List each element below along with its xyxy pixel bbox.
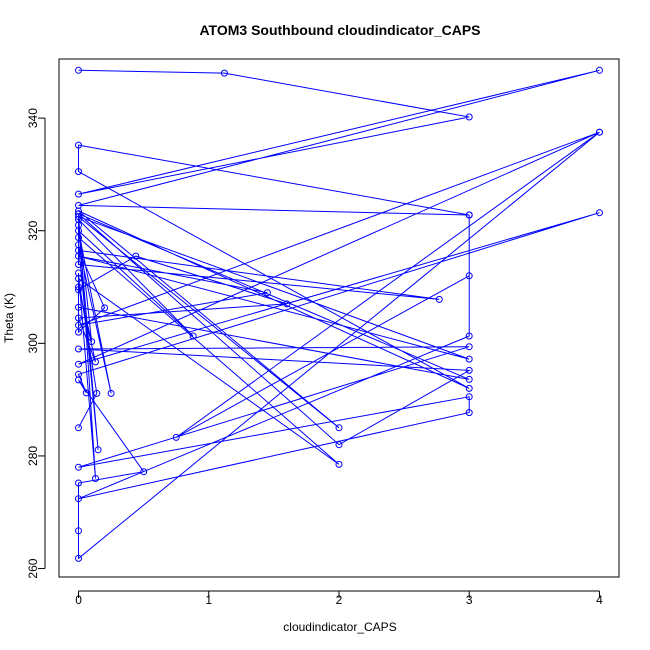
- data-point: [263, 289, 271, 297]
- x-tick-label: 4: [596, 593, 603, 607]
- data-point: [465, 272, 473, 280]
- x-tick-label: 3: [466, 593, 473, 607]
- y-tick-label: 280: [26, 446, 40, 466]
- data-point: [94, 446, 102, 454]
- data-point: [132, 252, 140, 260]
- data-point: [465, 393, 473, 401]
- data-point: [596, 66, 603, 74]
- data-point: [75, 328, 82, 336]
- data-point: [335, 424, 343, 432]
- y-axis: 260 280 300 320 340: [26, 108, 46, 579]
- data-point: [465, 211, 473, 219]
- data-point: [75, 479, 82, 487]
- data-point: [88, 338, 96, 346]
- y-tick-label: 260: [26, 558, 40, 578]
- data-point: [465, 113, 473, 121]
- data-point: [75, 495, 82, 503]
- data-point: [75, 275, 82, 283]
- x-tick-label: 1: [205, 593, 212, 607]
- y-tick-label: 320: [26, 220, 40, 240]
- x-axis: 0 1 2 3 4: [75, 590, 603, 607]
- data-point: [465, 366, 473, 374]
- data-point: [101, 304, 109, 312]
- data-point: [75, 345, 82, 353]
- data-point: [92, 475, 99, 482]
- x-tick-label: 2: [336, 593, 343, 607]
- data-point: [75, 321, 82, 329]
- series-layer: [75, 66, 603, 562]
- x-tick-label: 0: [75, 593, 82, 607]
- data-point: [172, 433, 180, 441]
- data-point: [82, 389, 90, 397]
- data-point: [75, 283, 82, 291]
- data-point: [75, 190, 82, 198]
- data-point: [465, 355, 473, 363]
- data-point: [93, 389, 101, 397]
- data-point: [465, 384, 473, 392]
- data-point: [465, 375, 473, 383]
- data-point: [465, 409, 473, 417]
- chart-title: ATOM3 Southbound cloudindicator_CAPS: [199, 22, 480, 38]
- data-point: [75, 360, 82, 368]
- data-point: [75, 234, 82, 241]
- data-point: [596, 128, 603, 136]
- data-point: [75, 303, 82, 311]
- data-point: [596, 209, 603, 217]
- data-point: [75, 168, 82, 176]
- data-point: [75, 261, 82, 268]
- y-tick-label: 300: [26, 333, 40, 353]
- data-point: [75, 376, 82, 384]
- x-axis-label: cloudindicator_CAPS: [283, 620, 396, 634]
- data-point: [75, 554, 82, 562]
- data-point: [465, 332, 473, 340]
- data-point: [75, 463, 82, 471]
- data-point: [75, 221, 82, 229]
- plot-frame: [58, 58, 620, 578]
- data-point: [92, 358, 99, 366]
- data-point: [75, 286, 82, 294]
- data-point: [189, 332, 197, 340]
- data-point: [75, 527, 82, 535]
- data-point: [75, 141, 82, 149]
- data-point: [107, 389, 115, 397]
- data-point: [75, 66, 82, 74]
- data-point: [75, 241, 82, 249]
- data-point: [335, 460, 343, 468]
- series-line: [77, 69, 600, 560]
- y-tick-label: 340: [26, 108, 40, 128]
- data-point: [75, 213, 82, 221]
- data-point: [335, 441, 343, 449]
- data-point: [75, 314, 82, 322]
- data-point: [220, 69, 228, 77]
- data-point: [465, 343, 473, 351]
- data-point: [283, 300, 291, 308]
- data-point: [75, 424, 82, 432]
- y-axis-label: Theta (K): [2, 293, 16, 343]
- data-point: [140, 468, 148, 476]
- data-point: [435, 295, 443, 303]
